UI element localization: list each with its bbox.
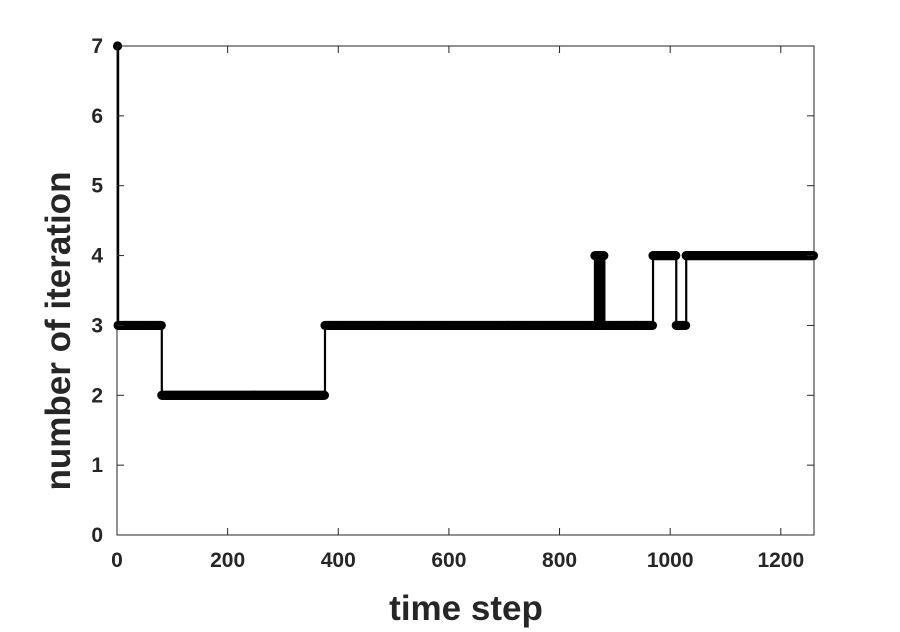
y-tick-label: 5 <box>91 175 103 198</box>
y-tick-label: 0 <box>91 524 103 547</box>
x-tick-label: 200 <box>210 549 245 572</box>
y-tick-label: 3 <box>91 314 103 337</box>
data-point <box>599 250 609 261</box>
data-point <box>671 250 681 261</box>
x-tick-label: 1200 <box>757 549 804 572</box>
x-tick-label: 1000 <box>647 549 694 572</box>
data-series <box>112 41 819 400</box>
data-point <box>681 320 691 331</box>
series-markers <box>112 41 819 400</box>
series-line <box>117 44 814 397</box>
x-tick-label: 400 <box>321 549 356 572</box>
x-tick-label: 0 <box>111 549 123 572</box>
y-tick-label: 6 <box>91 105 103 128</box>
y-axis-label: number of iteration <box>39 172 78 491</box>
y-axis: 0 1 2 3 4 5 6 7 <box>91 35 814 547</box>
data-point <box>319 390 330 400</box>
data-point <box>156 320 166 331</box>
y-tick-label: 2 <box>91 384 103 407</box>
data-point <box>647 320 658 331</box>
y-tick-label: 4 <box>91 245 103 268</box>
plot-area <box>116 45 815 536</box>
y-tick-label: 7 <box>91 35 103 58</box>
y-tick-label: 1 <box>91 454 103 477</box>
x-tick-label: 600 <box>431 549 466 572</box>
x-tick-label: 800 <box>542 549 577 572</box>
x-axis-label: time step <box>389 589 543 628</box>
x-axis: 0 200 400 600 800 1000 1200 <box>111 46 804 572</box>
plot-border <box>116 45 815 536</box>
